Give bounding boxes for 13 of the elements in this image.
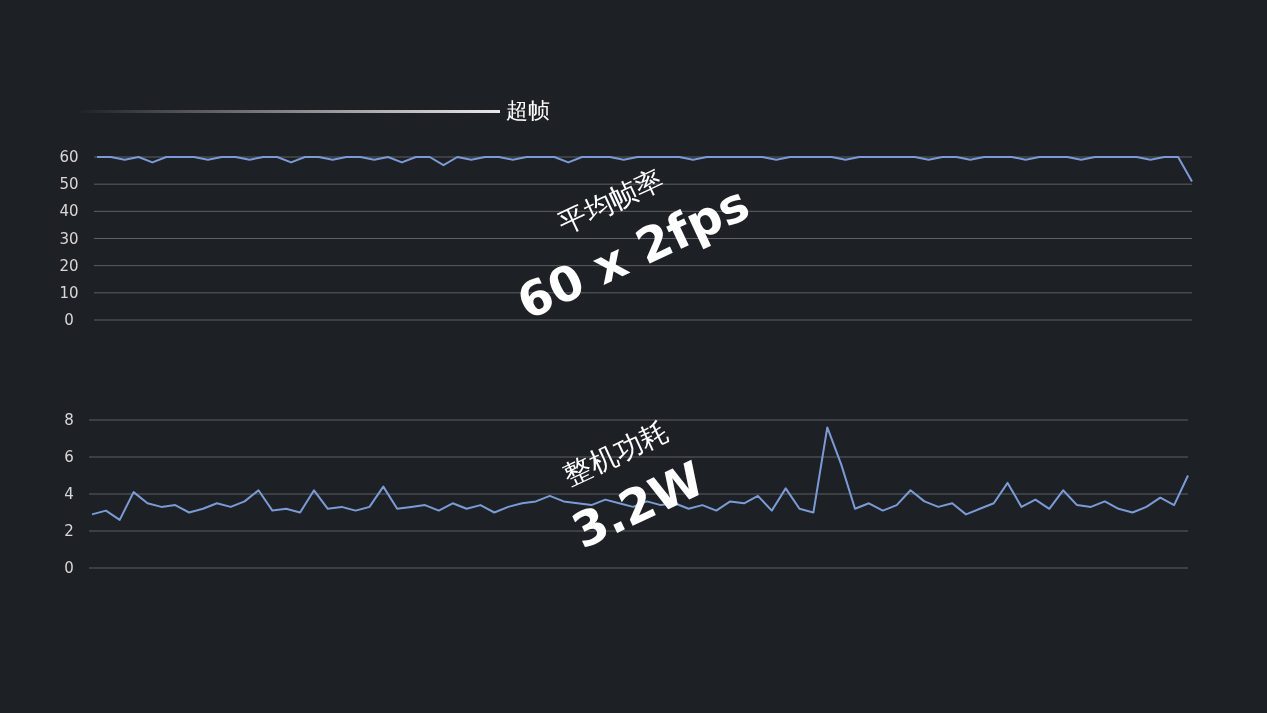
y-tick-label: 8 bbox=[64, 411, 74, 429]
y-tick-label: 40 bbox=[59, 202, 79, 221]
y-tick-label: 6 bbox=[64, 448, 74, 466]
y-tick-label: 2 bbox=[64, 522, 74, 540]
y-tick-label: 4 bbox=[64, 485, 74, 503]
y-tick-label: 0 bbox=[64, 559, 74, 577]
y-tick-label: 10 bbox=[59, 283, 79, 302]
y-tick-label: 60 bbox=[59, 148, 79, 166]
y-tick-label: 30 bbox=[59, 229, 79, 248]
text: 超帧 bbox=[506, 98, 550, 123]
y-tick-label: 50 bbox=[59, 175, 79, 194]
y-tick-label: 0 bbox=[64, 311, 74, 329]
y-tick-label: 20 bbox=[59, 256, 79, 275]
